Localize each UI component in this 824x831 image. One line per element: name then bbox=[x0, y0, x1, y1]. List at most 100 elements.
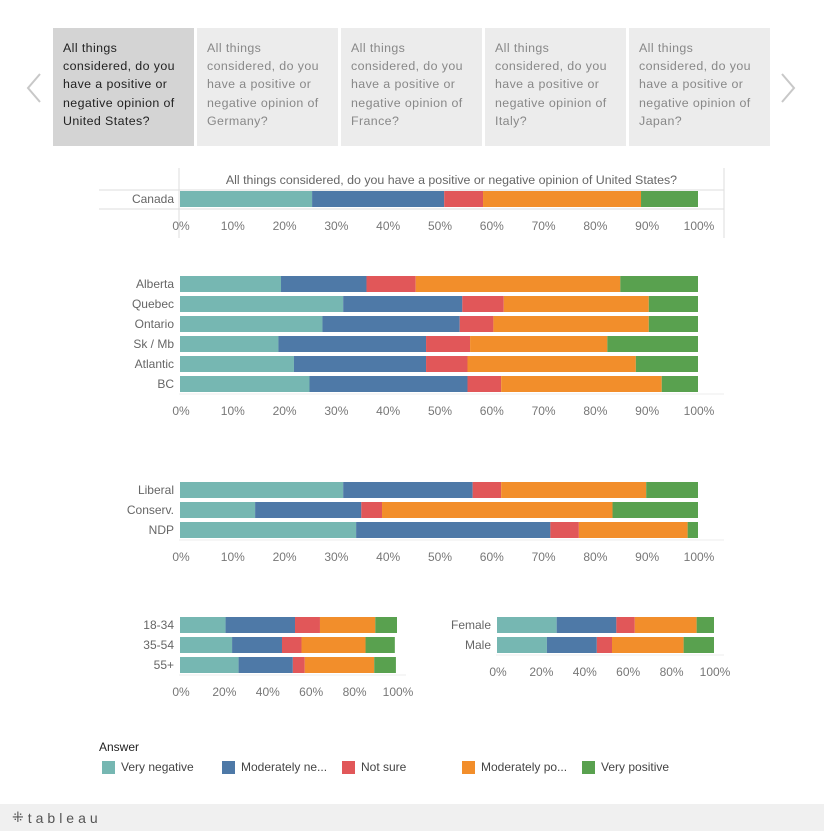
bar-conserv-not-sure[interactable] bbox=[361, 502, 383, 518]
bar-canada-very-positive[interactable] bbox=[641, 191, 698, 207]
bar-ndp-moderately-positive[interactable] bbox=[578, 522, 688, 538]
bar-ontario-moderately-positive[interactable] bbox=[493, 316, 649, 332]
tab-united-states[interactable]: All things considered, do you have a pos… bbox=[53, 28, 194, 146]
bar-quebec-very-negative[interactable] bbox=[180, 296, 344, 312]
bar-liberal-moderately-negative[interactable] bbox=[343, 482, 473, 498]
bar-alberta-very-negative[interactable] bbox=[180, 276, 282, 292]
bar-sk-mb-very-positive[interactable] bbox=[607, 336, 698, 352]
bar-quebec-not-sure[interactable] bbox=[462, 296, 504, 312]
bar-ndp-very-positive[interactable] bbox=[687, 522, 698, 538]
bar-canada-moderately-negative[interactable] bbox=[312, 191, 445, 207]
bar-liberal-very-negative[interactable] bbox=[180, 482, 344, 498]
bar-female-moderately-negative[interactable] bbox=[556, 617, 617, 633]
bar-55-moderately-negative[interactable] bbox=[238, 657, 293, 673]
bar-sk-mb-very-negative[interactable] bbox=[180, 336, 279, 352]
bar-ndp-moderately-negative[interactable] bbox=[356, 522, 551, 538]
tab-france[interactable]: All things considered, do you have a pos… bbox=[341, 28, 482, 146]
legend-item-very-negative[interactable]: Very negative bbox=[102, 760, 194, 774]
tableau-logo[interactable]: ⁜ tableau bbox=[12, 809, 102, 826]
bar-18-34-moderately-negative[interactable] bbox=[225, 617, 296, 633]
bar-ontario-moderately-negative[interactable] bbox=[322, 316, 460, 332]
bar-canada-very-negative[interactable] bbox=[180, 191, 313, 207]
bar-35-54-moderately-negative[interactable] bbox=[232, 637, 282, 653]
bar-18-34-moderately-positive[interactable] bbox=[319, 617, 376, 633]
category-label-bc: BC bbox=[157, 377, 174, 391]
bar-sk-mb-not-sure[interactable] bbox=[426, 336, 471, 352]
bar-quebec-moderately-positive[interactable] bbox=[503, 296, 649, 312]
bar-female-very-positive[interactable] bbox=[696, 617, 714, 633]
tick-label: 90% bbox=[635, 550, 659, 564]
bar-quebec-very-positive[interactable] bbox=[648, 296, 698, 312]
bar-liberal-very-positive[interactable] bbox=[646, 482, 698, 498]
bar-male-moderately-negative[interactable] bbox=[546, 637, 597, 653]
bar-conserv-moderately-negative[interactable] bbox=[255, 502, 362, 518]
bar-ontario-very-negative[interactable] bbox=[180, 316, 323, 332]
bar-conserv-very-positive[interactable] bbox=[612, 502, 698, 518]
legend-label: Very negative bbox=[121, 760, 194, 774]
bar-bc-not-sure[interactable] bbox=[467, 376, 502, 392]
tick-label: 100% bbox=[383, 685, 414, 699]
bar-ontario-very-positive[interactable] bbox=[648, 316, 698, 332]
bar-atlantic-moderately-positive[interactable] bbox=[467, 356, 636, 372]
next-arrow-icon[interactable] bbox=[776, 70, 800, 106]
bar-35-54-not-sure[interactable] bbox=[281, 637, 302, 653]
legend-item-not-sure[interactable]: Not sure bbox=[342, 760, 406, 774]
bar-sk-mb-moderately-positive[interactable] bbox=[470, 336, 608, 352]
bar-alberta-not-sure[interactable] bbox=[366, 276, 416, 292]
tick-label: 90% bbox=[635, 219, 659, 233]
bar-female-not-sure[interactable] bbox=[616, 617, 635, 633]
bar-bc-very-positive[interactable] bbox=[661, 376, 698, 392]
tab-japan[interactable]: All things considered, do you have a pos… bbox=[629, 28, 770, 146]
bar-bc-moderately-negative[interactable] bbox=[309, 376, 468, 392]
bar-bc-moderately-positive[interactable] bbox=[501, 376, 662, 392]
bar-18-34-very-positive[interactable] bbox=[375, 617, 397, 633]
bar-alberta-moderately-positive[interactable] bbox=[415, 276, 621, 292]
bar-55-very-positive[interactable] bbox=[374, 657, 396, 673]
previous-arrow-icon[interactable] bbox=[24, 70, 48, 106]
legend-item-very-positive[interactable]: Very positive bbox=[582, 760, 669, 774]
bar-male-very-negative[interactable] bbox=[497, 637, 547, 653]
bar-liberal-moderately-positive[interactable] bbox=[501, 482, 647, 498]
charts-area: All things considered, do you have a pos… bbox=[99, 168, 731, 699]
bar-ontario-not-sure[interactable] bbox=[459, 316, 494, 332]
bar-55-not-sure[interactable] bbox=[292, 657, 305, 673]
bar-male-not-sure[interactable] bbox=[596, 637, 613, 653]
legend-item-moderately-negative[interactable]: Moderately ne... bbox=[222, 760, 327, 774]
tick-label: 60% bbox=[299, 685, 323, 699]
bar-55-very-negative[interactable] bbox=[180, 657, 239, 673]
bar-quebec-moderately-negative[interactable] bbox=[343, 296, 463, 312]
bar-conserv-moderately-positive[interactable] bbox=[382, 502, 613, 518]
bar-18-34-very-negative[interactable] bbox=[180, 617, 226, 633]
tick-label: 70% bbox=[532, 404, 556, 418]
bar-atlantic-very-positive[interactable] bbox=[635, 356, 698, 372]
tab-italy[interactable]: All things considered, do you have a pos… bbox=[485, 28, 626, 146]
bar-liberal-not-sure[interactable] bbox=[472, 482, 502, 498]
bar-35-54-very-negative[interactable] bbox=[180, 637, 233, 653]
bar-conserv-very-negative[interactable] bbox=[180, 502, 256, 518]
bar-female-moderately-positive[interactable] bbox=[634, 617, 697, 633]
bar-bc-very-negative[interactable] bbox=[180, 376, 310, 392]
tick-label: 10% bbox=[221, 550, 245, 564]
bar-alberta-very-positive[interactable] bbox=[620, 276, 698, 292]
bar-atlantic-not-sure[interactable] bbox=[426, 356, 468, 372]
tick-label: 80% bbox=[583, 550, 607, 564]
bar-male-very-positive[interactable] bbox=[683, 637, 714, 653]
tab-germany[interactable]: All things considered, do you have a pos… bbox=[197, 28, 338, 146]
bar-canada-moderately-positive[interactable] bbox=[483, 191, 642, 207]
bar-55-moderately-positive[interactable] bbox=[304, 657, 375, 673]
bar-18-34-not-sure[interactable] bbox=[295, 617, 320, 633]
category-label-female: Female bbox=[451, 618, 491, 632]
bar-atlantic-very-negative[interactable] bbox=[180, 356, 294, 372]
bar-canada-not-sure[interactable] bbox=[444, 191, 484, 207]
bar-35-54-moderately-positive[interactable] bbox=[301, 637, 366, 653]
bar-sk-mb-moderately-negative[interactable] bbox=[278, 336, 427, 352]
bar-atlantic-moderately-negative[interactable] bbox=[293, 356, 427, 372]
legend-item-moderately-positive[interactable]: Moderately po... bbox=[462, 760, 567, 774]
bar-ndp-very-negative[interactable] bbox=[180, 522, 357, 538]
bar-male-moderately-positive[interactable] bbox=[612, 637, 684, 653]
category-label-55: 55+ bbox=[154, 658, 174, 672]
bar-female-very-negative[interactable] bbox=[497, 617, 557, 633]
bar-35-54-very-positive[interactable] bbox=[365, 637, 395, 653]
bar-ndp-not-sure[interactable] bbox=[550, 522, 579, 538]
bar-alberta-moderately-negative[interactable] bbox=[281, 276, 367, 292]
